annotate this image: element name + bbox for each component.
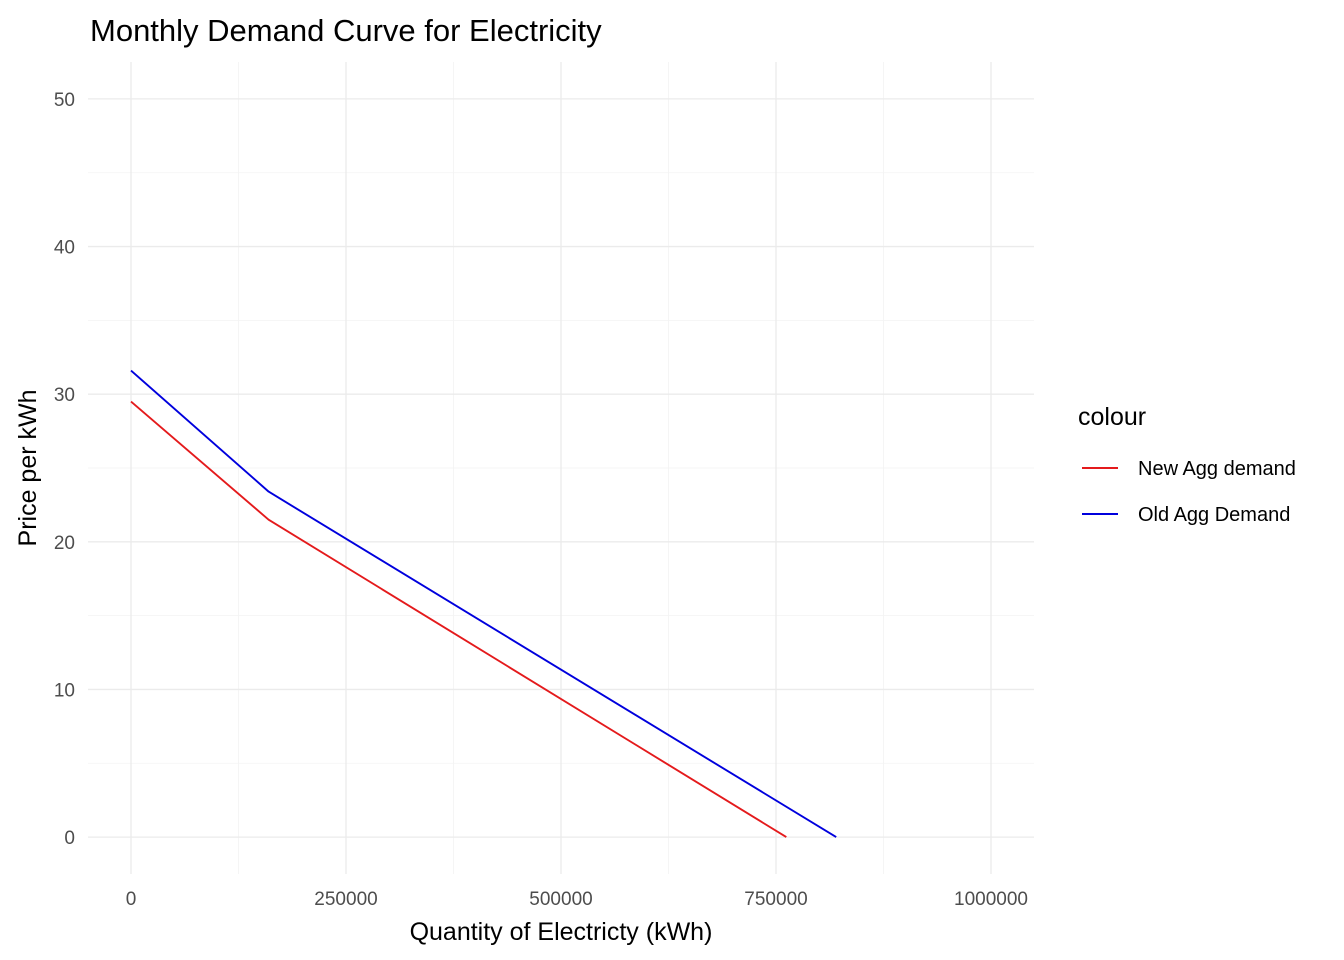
y-tick-label: 20: [54, 533, 75, 554]
grid-major: [88, 62, 1034, 874]
y-tick-label: 0: [64, 828, 75, 849]
legend: colour New Agg demand Old Agg Demand: [1078, 403, 1296, 526]
y-axis-ticks: 0 10 20 30 40 50: [54, 90, 75, 849]
x-tick-label: 250000: [314, 889, 377, 910]
y-tick-label: 50: [54, 90, 75, 111]
y-tick-label: 10: [54, 680, 75, 701]
x-tick-label: 750000: [744, 889, 807, 910]
y-tick-label: 40: [54, 238, 75, 259]
x-tick-label: 1000000: [954, 889, 1028, 910]
legend-title: colour: [1078, 403, 1146, 431]
x-tick-label: 500000: [529, 889, 592, 910]
series-line-2: [130, 369, 837, 838]
x-axis-title: Quantity of Electricty (kWh): [410, 918, 713, 946]
series-lines: [130, 369, 837, 838]
series-line-1: [130, 400, 787, 838]
legend-items: New Agg demand Old Agg Demand: [1082, 458, 1296, 526]
x-tick-label: 0: [126, 889, 137, 910]
x-axis-ticks: 0 250000 500000 750000 1000000: [126, 889, 1028, 910]
chart-title: Monthly Demand Curve for Electricity: [90, 13, 602, 48]
y-axis-title: Price per kWh: [14, 390, 42, 547]
legend-label-1: New Agg demand: [1138, 458, 1296, 480]
y-tick-label: 30: [54, 385, 75, 406]
legend-label-2: Old Agg Demand: [1138, 504, 1290, 526]
